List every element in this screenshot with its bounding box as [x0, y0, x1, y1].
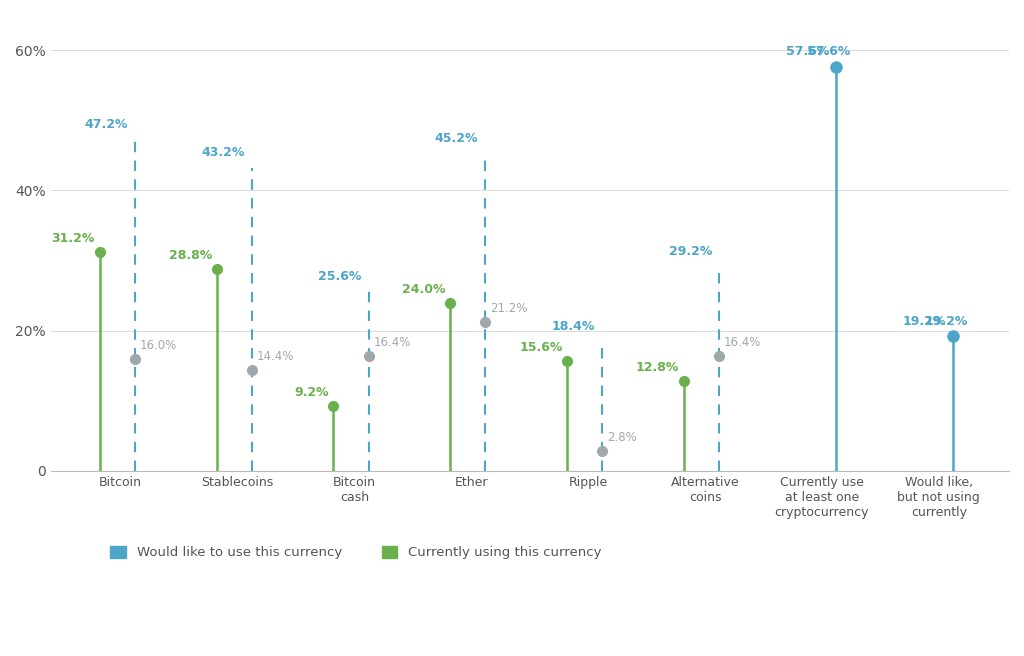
Text: 45.2%: 45.2% — [435, 133, 478, 146]
Text: 16.4%: 16.4% — [373, 336, 411, 349]
Text: 47.2%: 47.2% — [84, 119, 128, 131]
Text: 14.4%: 14.4% — [256, 350, 294, 363]
Text: 24.0%: 24.0% — [402, 283, 445, 296]
Text: 21.2%: 21.2% — [490, 302, 527, 315]
Text: 19.2%: 19.2% — [902, 315, 946, 328]
Text: 25.6%: 25.6% — [318, 270, 361, 283]
Text: 43.2%: 43.2% — [202, 146, 245, 159]
Text: 29.2%: 29.2% — [669, 245, 712, 258]
Text: 18.4%: 18.4% — [552, 320, 595, 333]
Text: 12.8%: 12.8% — [636, 361, 679, 374]
Legend: Would like to use this currency, Currently using this currency: Would like to use this currency, Current… — [105, 541, 607, 565]
Text: 28.8%: 28.8% — [169, 249, 212, 262]
Text: 16.4%: 16.4% — [724, 336, 761, 349]
Text: 2.8%: 2.8% — [607, 431, 637, 444]
Text: 16.0%: 16.0% — [139, 338, 177, 352]
Text: 57.6%: 57.6% — [785, 45, 829, 58]
Text: 57.6%: 57.6% — [807, 45, 851, 58]
Text: 19.2%: 19.2% — [925, 315, 968, 328]
Text: 15.6%: 15.6% — [519, 342, 562, 354]
Text: 31.2%: 31.2% — [51, 232, 95, 245]
Text: 9.2%: 9.2% — [294, 386, 329, 400]
